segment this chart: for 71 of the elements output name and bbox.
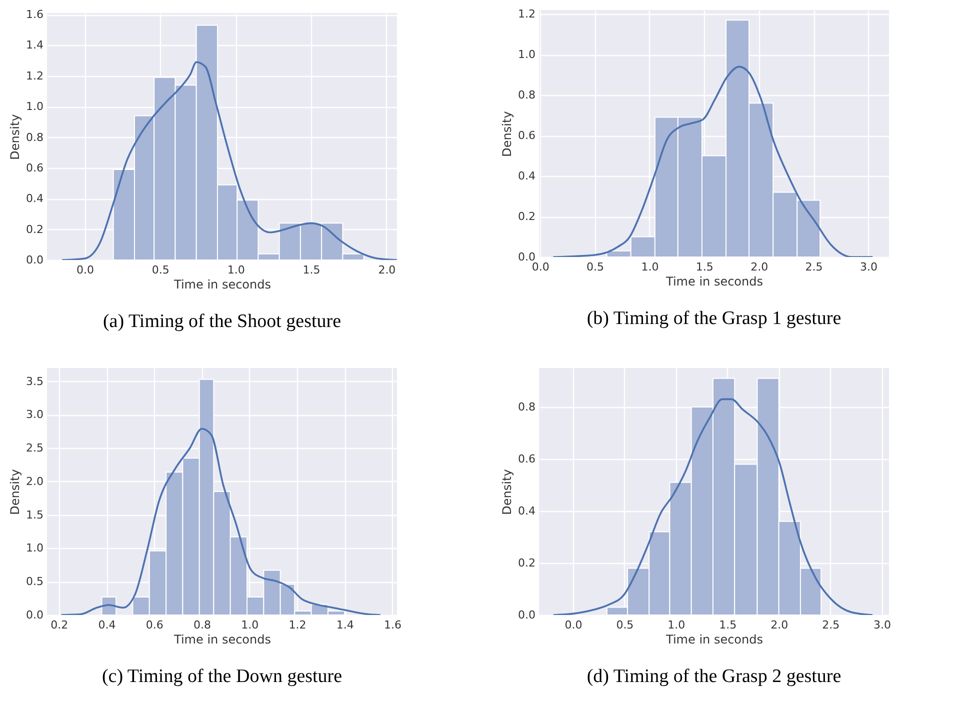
line-series xyxy=(61,61,397,260)
y-tick-label: 2.5 xyxy=(26,442,44,455)
y-tick-label: 0.8 xyxy=(26,130,44,144)
text: (c) Timing of the Down gesture xyxy=(102,666,342,687)
y-axis-title: Density xyxy=(500,469,514,515)
text: (a) Timing of the Shoot gesture xyxy=(102,311,342,332)
y-tick-label: 1.0 xyxy=(26,542,44,555)
x-tick-label: 1.5 xyxy=(719,618,737,632)
x-tick-label: 1.0 xyxy=(227,264,245,276)
x-tick-label: 2.0 xyxy=(750,260,768,274)
x-tick-label: 2.5 xyxy=(822,618,840,632)
x-tick-label: 1.6 xyxy=(384,618,402,632)
x-axis-title: Time in seconds xyxy=(665,274,763,288)
y-tick-label: 1.2 xyxy=(518,8,536,21)
y-tick-label: 3.0 xyxy=(26,408,44,422)
y-axis-title: Density xyxy=(500,111,514,157)
y-tick-label: 0.5 xyxy=(26,575,44,588)
y-tick-label: 0.8 xyxy=(518,400,536,414)
x-tick-label: 1.2 xyxy=(288,618,306,632)
x-tick-label: 0.2 xyxy=(50,618,68,632)
x-tick-label: 2.5 xyxy=(805,260,823,274)
x-axis-title: Time in seconds xyxy=(665,632,763,646)
y-tick-label: 0.2 xyxy=(518,556,536,570)
line-series xyxy=(60,428,382,615)
x-tick-label: 0.5 xyxy=(586,260,604,274)
x-tick-label: 0.0 xyxy=(76,264,94,276)
line-series xyxy=(552,66,874,257)
y-tick-label: 0.0 xyxy=(26,608,44,622)
x-tick-label: 1.5 xyxy=(302,264,320,276)
x-tick-label: 1.4 xyxy=(336,618,354,632)
y-tick-label: 1.5 xyxy=(26,508,44,522)
y-tick-label: 0.2 xyxy=(26,222,44,236)
y-tick-label: 0.2 xyxy=(518,210,536,224)
x-tick-label: 2.0 xyxy=(378,264,396,276)
x-tick-label: 1.5 xyxy=(696,260,714,274)
y-tick-label: 0.4 xyxy=(518,170,536,183)
x-tick-label: 1.0 xyxy=(668,618,686,632)
line-series xyxy=(552,398,874,615)
y-tick-label: 2.0 xyxy=(26,474,44,488)
y-tick-label: 0.4 xyxy=(518,504,536,518)
x-tick-label: 0.5 xyxy=(152,264,170,276)
x-tick-label: 0.4 xyxy=(98,618,116,632)
y-tick-label: 1.2 xyxy=(26,69,44,82)
x-tick-label: 1.0 xyxy=(641,260,659,274)
x-tick-label: 0.0 xyxy=(532,260,550,274)
y-tick-label: 1.6 xyxy=(26,8,44,22)
text: (b) Timing of the Grasp 1 gesture xyxy=(586,308,842,329)
y-tick-label: 1.0 xyxy=(518,48,536,62)
y-tick-label: 0.6 xyxy=(518,452,536,466)
x-tick-label: 0.5 xyxy=(616,618,634,632)
x-axis-title: Time in seconds xyxy=(173,632,271,646)
y-tick-label: 0.0 xyxy=(518,608,536,622)
y-tick-label: 0.4 xyxy=(26,192,44,206)
y-axis-title: Density xyxy=(8,114,22,160)
y-tick-label: 0.6 xyxy=(518,129,536,142)
text: (d) Timing of the Grasp 2 gesture xyxy=(586,666,842,687)
x-tick-label: 2.0 xyxy=(770,618,788,632)
y-tick-label: 3.5 xyxy=(26,374,44,388)
x-axis-title: Time in seconds xyxy=(173,278,271,292)
y-tick-label: 0.0 xyxy=(518,250,536,264)
y-axis-title: Density xyxy=(8,469,22,515)
x-tick-label: 0.6 xyxy=(146,618,164,632)
y-tick-label: 1.4 xyxy=(26,38,44,52)
x-tick-label: 1.0 xyxy=(241,618,259,632)
y-tick-label: 0.6 xyxy=(26,161,44,174)
x-tick-label: 3.0 xyxy=(874,618,892,632)
y-tick-label: 0.8 xyxy=(518,88,536,102)
y-tick-label: 1.0 xyxy=(26,100,44,114)
x-tick-label: 3.0 xyxy=(860,260,878,274)
x-tick-label: 0.0 xyxy=(564,618,582,632)
x-tick-label: 0.8 xyxy=(194,618,212,632)
